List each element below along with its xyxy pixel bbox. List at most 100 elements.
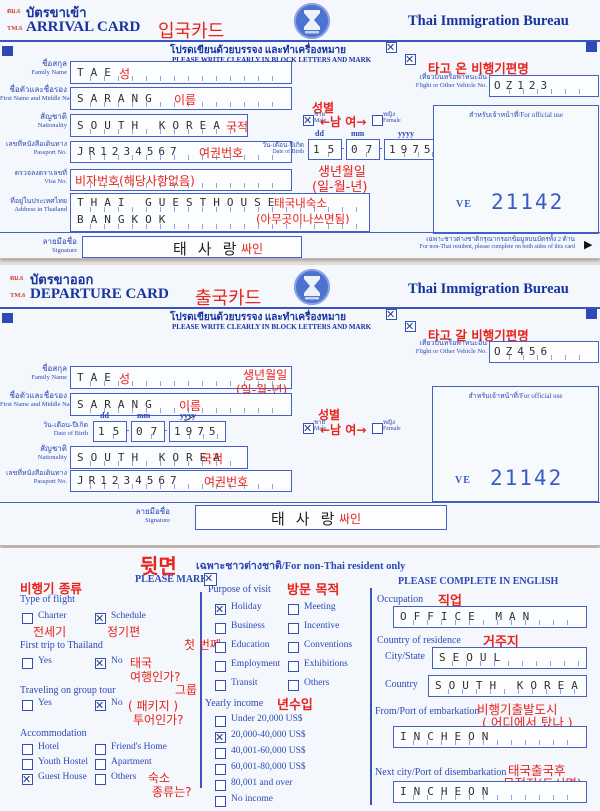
dob-month-field[interactable]: 07 xyxy=(131,421,165,442)
annotation-first-trip-2: 태국 xyxy=(130,656,153,670)
departure-title-thai: บัตรขาออก xyxy=(30,272,94,287)
group-tour-no-checkbox[interactable] xyxy=(95,699,106,712)
registration-mark-right xyxy=(586,309,597,319)
dash: - xyxy=(164,425,168,436)
annotation-group-1: 그룹 xyxy=(175,683,198,697)
income-20000-40000-checkbox[interactable] xyxy=(215,731,226,744)
dob-month-field[interactable]: 07 xyxy=(346,139,380,160)
first-name-field[interactable]: SARANG 이름 xyxy=(70,393,292,416)
dob-year-field[interactable]: 1975 xyxy=(169,421,226,442)
incentive-label: Incentive xyxy=(304,621,340,631)
group-tour-yes-checkbox[interactable] xyxy=(22,700,33,711)
charter-checkbox[interactable] xyxy=(22,613,33,624)
nationality-field[interactable]: SOUTH KOREA 국적 xyxy=(70,446,248,469)
divider xyxy=(0,307,600,309)
annotation-first-trip-1: 첫 번째 xyxy=(184,638,221,652)
first-name-field[interactable]: SARANG 이름 xyxy=(70,87,292,110)
flight-no-field[interactable]: OZ456 xyxy=(489,341,599,363)
first-trip-yes-checkbox[interactable] xyxy=(22,658,33,669)
meeting-checkbox[interactable] xyxy=(288,604,299,615)
education-checkbox[interactable] xyxy=(215,642,226,653)
income-60001-80000-checkbox[interactable] xyxy=(215,764,226,775)
passport-field[interactable]: JR1234567 여권번호 xyxy=(70,141,292,163)
flight-no-field[interactable]: OZ123 xyxy=(489,75,599,97)
no-income-label: No income xyxy=(231,794,273,804)
mm-label: mm xyxy=(351,129,365,138)
city-state-field[interactable]: SEOUL xyxy=(432,647,587,669)
holiday-checkbox[interactable] xyxy=(215,603,226,616)
schedule-checkbox[interactable] xyxy=(95,612,106,625)
income-80001-over-checkbox[interactable] xyxy=(215,780,226,791)
female-checkbox[interactable] xyxy=(372,115,383,126)
income-20000-40000-label: 20,000-40,000 US$ xyxy=(231,730,306,740)
others-checkbox[interactable] xyxy=(95,774,106,785)
embarkation-field[interactable]: INCHEON xyxy=(393,726,587,748)
transit-checkbox[interactable] xyxy=(215,680,226,691)
annotation-dob-1: 생년월일 xyxy=(318,165,366,180)
first-name-label: ชื่อตัวและชื่อรอง First Name and Middle … xyxy=(0,85,78,102)
youth-hostel-checkbox[interactable] xyxy=(22,759,33,770)
hotel-checkbox[interactable] xyxy=(22,744,33,755)
exhibitions-checkbox[interactable] xyxy=(288,661,299,672)
divider xyxy=(0,40,600,42)
occupation-field[interactable]: OFFICE MAN xyxy=(393,606,587,628)
annotation-schedule: 정기편 xyxy=(107,625,141,639)
nationality-label: สัญชาติ Nationality xyxy=(37,444,67,461)
group-tour-label: Traveling on group tour xyxy=(20,685,116,696)
male-checkbox[interactable] xyxy=(303,422,314,435)
immigration-bureau-logo-icon xyxy=(293,2,331,45)
income-40001-60000-checkbox[interactable] xyxy=(215,748,226,759)
dash: - xyxy=(379,143,383,154)
annotation-signature: 싸인 xyxy=(241,242,264,256)
embarkation-label: From/Port of embarkation xyxy=(375,706,480,717)
business-checkbox[interactable] xyxy=(215,623,226,634)
guest-house-checkbox[interactable] xyxy=(22,773,33,786)
conventions-checkbox[interactable] xyxy=(288,642,299,653)
dob-day-field[interactable]: 15 xyxy=(308,139,342,160)
disembarkation-field[interactable]: INCHEON xyxy=(393,781,587,803)
dob-day-field[interactable]: 15 xyxy=(93,421,127,442)
please-mark-label: PLEASE MARK xyxy=(135,574,209,585)
ve-label: VE xyxy=(456,199,472,210)
annotation-address-1: 태국내숙소 xyxy=(274,196,327,210)
transit-label: Transit xyxy=(231,678,258,688)
column-divider xyxy=(200,592,202,788)
others-label: Others xyxy=(111,772,137,782)
income-40001-60000-label: 40,001-60,000 US$ xyxy=(231,746,306,756)
type-of-flight-label: Type of flight xyxy=(20,594,75,605)
no-income-checkbox[interactable] xyxy=(215,796,226,807)
family-name-field[interactable]: TAE 성 xyxy=(70,366,292,389)
friends-home-label: Friend's Home xyxy=(111,742,167,752)
signature-field[interactable]: 태사랑 싸인 xyxy=(195,505,447,530)
employment-checkbox[interactable] xyxy=(215,661,226,672)
bureau-title: Thai Immigration Bureau xyxy=(408,13,569,29)
departure-title-korean: 출국카드 xyxy=(195,288,262,309)
country-field[interactable]: SOUTH KOREA xyxy=(428,675,587,697)
family-name-label: ชื่อสกุล Family Name xyxy=(31,364,67,381)
others-checkbox[interactable] xyxy=(288,680,299,691)
annotation-disembark-1: 태국출국후 xyxy=(508,763,566,778)
yyyy-label: yyyy xyxy=(398,129,414,138)
hotel-label: Hotel xyxy=(38,742,60,752)
income-under-20000-checkbox[interactable] xyxy=(215,716,226,727)
friends-home-checkbox[interactable] xyxy=(95,744,106,755)
apartment-checkbox[interactable] xyxy=(95,759,106,770)
annotation-signature: 싸인 xyxy=(339,512,362,526)
passport-field[interactable]: JR1234567 여권번호 xyxy=(70,470,292,492)
male-checkbox[interactable] xyxy=(303,114,314,127)
incentive-checkbox[interactable] xyxy=(288,623,299,634)
female-checkbox[interactable] xyxy=(372,423,383,434)
dash: - xyxy=(341,143,345,154)
schedule-label: Schedule xyxy=(111,611,146,621)
first-trip-no-checkbox[interactable] xyxy=(95,657,106,670)
signature-field[interactable]: 태사랑 싸인 xyxy=(82,236,302,258)
visa-field[interactable]: 비자번호(해당사항없음) xyxy=(70,169,292,191)
family-name-field[interactable]: TAE 성 xyxy=(70,61,292,84)
form-number-thai: ตม.6 xyxy=(7,8,21,15)
nationality-field[interactable]: SOUTH KOREA 국적 xyxy=(70,114,248,137)
address-field[interactable]: THAI GUESTHOUSE 태국내숙소 BANGKOK (아무곳이나쓰면됨) xyxy=(70,193,370,232)
first-trip-label: First trip to Thailand xyxy=(20,640,103,651)
form-number-en: TM.6 xyxy=(7,25,23,32)
annotation-residence: 거주지 xyxy=(483,635,519,650)
